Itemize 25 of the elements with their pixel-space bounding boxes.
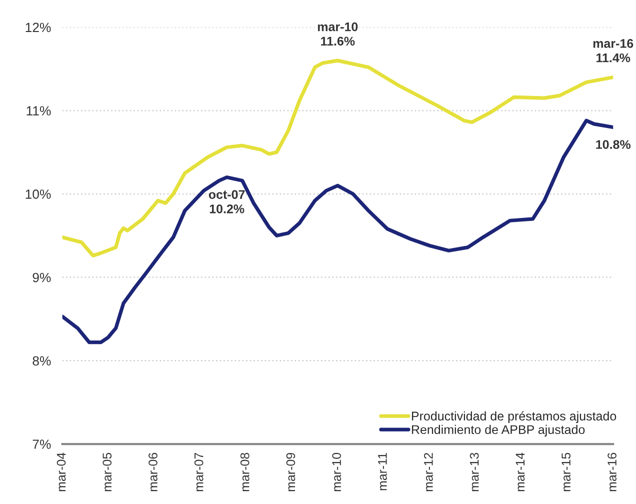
annotation: mar-10 11.6% (318, 22, 358, 46)
x-tick-label: mar-13 (470, 452, 479, 492)
x-tick-label: mar-06 (148, 452, 158, 492)
x-tick-label: mar-04 (56, 452, 66, 492)
annotation: 10.8% (596, 140, 630, 149)
x-tick-label: mar-14 (516, 452, 525, 492)
x-tick-label: mar-07 (194, 452, 204, 492)
x-tick-label: mar-15 (562, 452, 570, 492)
x-tick-label: mar-11 (378, 452, 387, 490)
x-tick-label: mar-09 (286, 452, 296, 492)
x-tick-label: mar-12 (424, 452, 433, 492)
annotation: oct-07 10.2% (208, 190, 245, 214)
y-tick-label: 11% (26, 106, 51, 116)
legend-label: Rendimiento de APBP ajustado (412, 424, 585, 437)
legend-label: Productividad de préstamos ajustado (412, 411, 616, 423)
y-tick-label: 7% (32, 440, 51, 449)
x-tick-label: mar-08 (240, 452, 250, 492)
x-tick-label: mar-16 (608, 452, 616, 492)
y-tick-label: 8% (32, 356, 51, 366)
x-tick-label: mar-10 (332, 452, 342, 492)
x-tick-label: mar-05 (102, 452, 112, 492)
y-tick-label: 9% (32, 272, 51, 282)
annotation: mar-16 11.4% (593, 39, 634, 62)
y-tick-label: 12% (26, 22, 51, 32)
y-tick-label: 10% (26, 190, 51, 199)
